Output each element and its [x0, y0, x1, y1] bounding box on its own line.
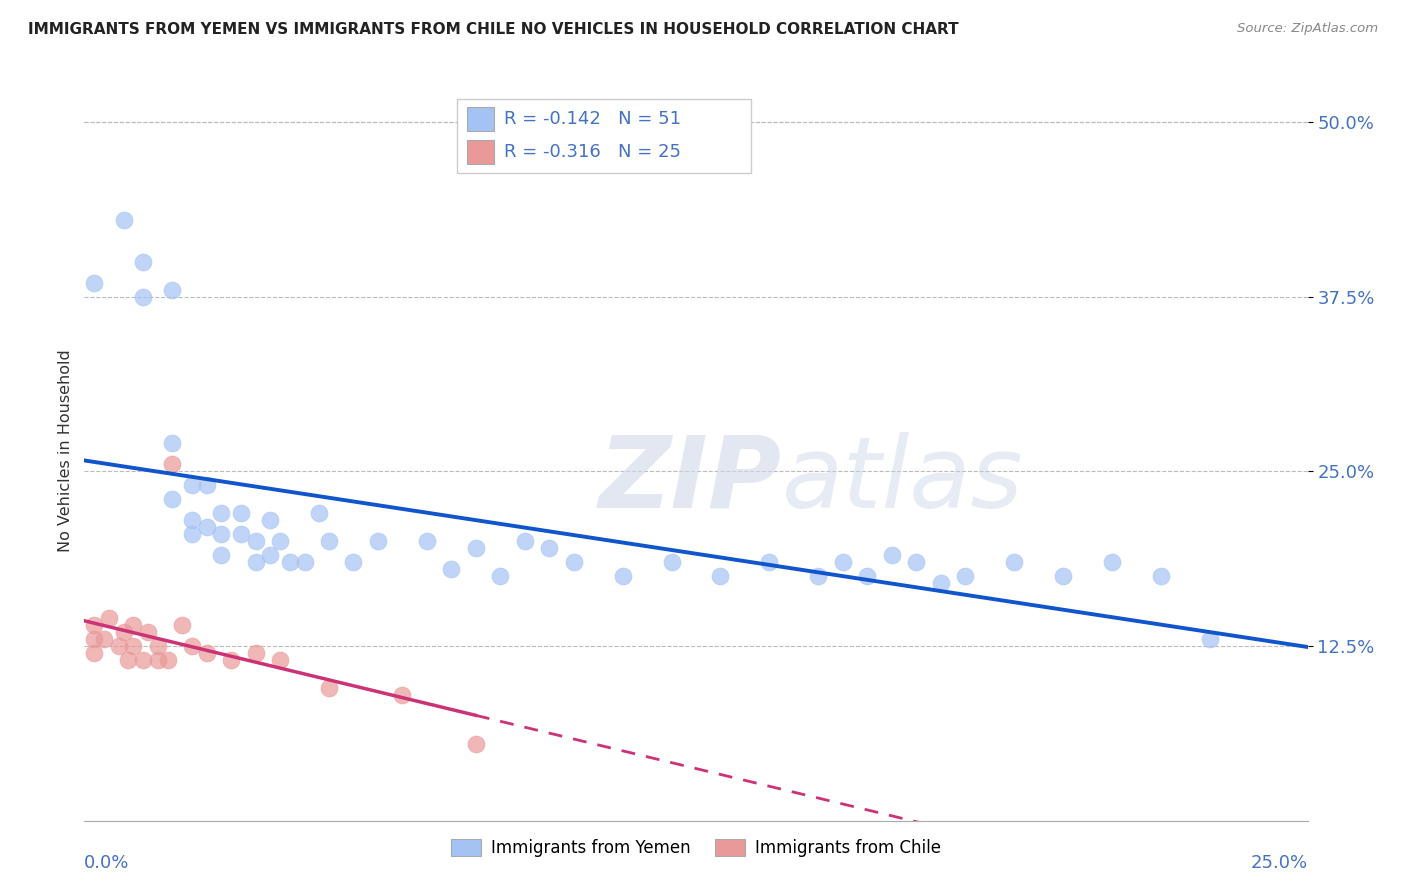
Point — [953, 569, 976, 583]
Point — [259, 548, 281, 562]
Point — [195, 520, 218, 534]
Point — [146, 653, 169, 667]
FancyBboxPatch shape — [467, 107, 494, 130]
Point — [464, 541, 486, 556]
Point — [181, 478, 204, 492]
Point — [1052, 569, 1074, 583]
Point — [146, 639, 169, 653]
Point — [294, 555, 316, 569]
Point — [229, 506, 252, 520]
Point — [831, 555, 853, 569]
Point — [342, 555, 364, 569]
Point — [259, 513, 281, 527]
Point — [245, 646, 267, 660]
Point — [464, 737, 486, 751]
Text: atlas: atlas — [782, 432, 1024, 529]
Point — [112, 213, 135, 227]
Text: R = -0.316   N = 25: R = -0.316 N = 25 — [503, 143, 681, 161]
Point — [489, 569, 512, 583]
Point — [880, 548, 903, 562]
Point — [905, 555, 928, 569]
Point — [83, 276, 105, 290]
Point — [122, 618, 145, 632]
Point — [181, 527, 204, 541]
Point — [856, 569, 879, 583]
FancyBboxPatch shape — [457, 99, 751, 173]
Point — [229, 527, 252, 541]
Point — [112, 625, 135, 640]
Point — [132, 653, 155, 667]
Y-axis label: No Vehicles in Household: No Vehicles in Household — [58, 349, 73, 552]
Point — [97, 611, 120, 625]
Point — [209, 506, 232, 520]
Point — [391, 688, 413, 702]
Point — [661, 555, 683, 569]
Point — [132, 255, 155, 269]
Point — [83, 632, 105, 646]
Point — [83, 618, 105, 632]
Point — [416, 534, 439, 549]
Point — [117, 653, 139, 667]
Point — [83, 646, 105, 660]
Point — [709, 569, 731, 583]
Point — [209, 527, 232, 541]
Point — [1198, 632, 1220, 646]
Point — [245, 534, 267, 549]
Point — [1101, 555, 1123, 569]
Point — [1002, 555, 1025, 569]
Point — [136, 625, 159, 640]
Text: Source: ZipAtlas.com: Source: ZipAtlas.com — [1237, 22, 1378, 36]
Text: IMMIGRANTS FROM YEMEN VS IMMIGRANTS FROM CHILE NO VEHICLES IN HOUSEHOLD CORRELAT: IMMIGRANTS FROM YEMEN VS IMMIGRANTS FROM… — [28, 22, 959, 37]
Point — [181, 513, 204, 527]
Point — [308, 506, 330, 520]
Point — [93, 632, 115, 646]
Legend: Immigrants from Yemen, Immigrants from Chile: Immigrants from Yemen, Immigrants from C… — [444, 832, 948, 864]
Text: ZIP: ZIP — [598, 432, 782, 529]
Point — [440, 562, 463, 576]
Point — [318, 534, 340, 549]
Point — [318, 681, 340, 695]
Point — [562, 555, 585, 569]
Point — [172, 618, 194, 632]
Text: 25.0%: 25.0% — [1250, 854, 1308, 872]
Point — [209, 548, 232, 562]
Point — [245, 555, 267, 569]
Point — [269, 653, 291, 667]
Point — [612, 569, 634, 583]
Point — [807, 569, 830, 583]
Point — [278, 555, 301, 569]
Point — [513, 534, 536, 549]
Point — [132, 290, 155, 304]
Point — [195, 646, 218, 660]
Point — [162, 458, 184, 472]
Point — [122, 639, 145, 653]
Text: R = -0.142   N = 51: R = -0.142 N = 51 — [503, 110, 681, 128]
Point — [758, 555, 780, 569]
Point — [107, 639, 129, 653]
Point — [162, 436, 184, 450]
Point — [929, 576, 952, 591]
Point — [195, 478, 218, 492]
Point — [156, 653, 179, 667]
Point — [181, 639, 204, 653]
Point — [538, 541, 561, 556]
Point — [1150, 569, 1173, 583]
Point — [367, 534, 389, 549]
Point — [162, 492, 184, 507]
FancyBboxPatch shape — [467, 140, 494, 164]
Text: 0.0%: 0.0% — [84, 854, 129, 872]
Point — [162, 283, 184, 297]
Point — [269, 534, 291, 549]
Point — [219, 653, 242, 667]
